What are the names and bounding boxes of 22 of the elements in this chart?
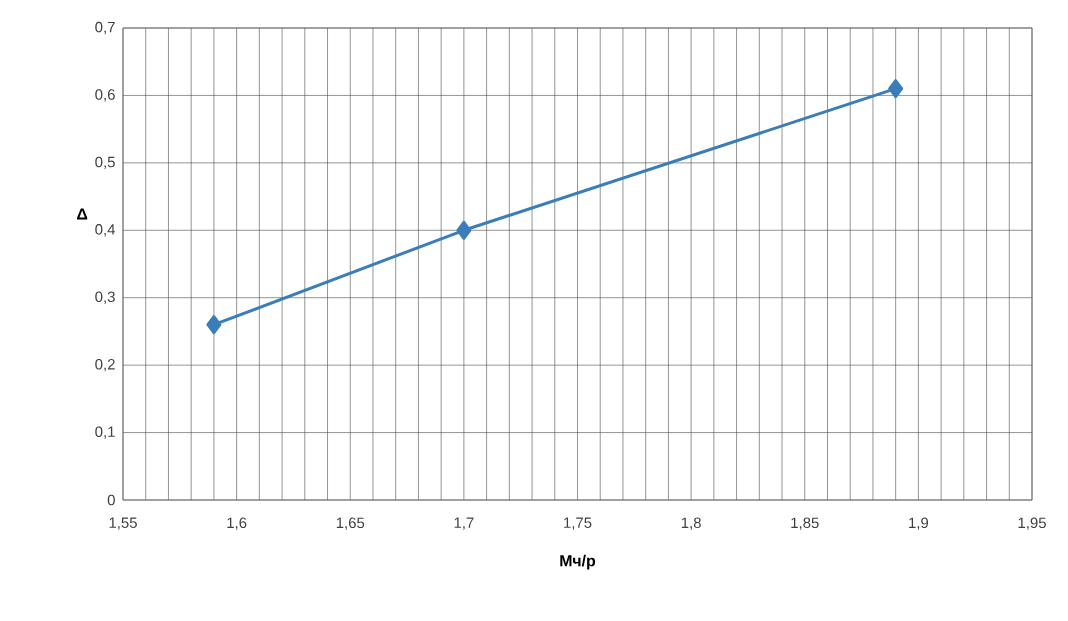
y-tick-label: 0,3 <box>95 291 115 304</box>
y-tick-label: 0,1 <box>95 426 115 439</box>
x-tick-label: 1,65 <box>336 517 365 530</box>
x-tick-label: 1,9 <box>909 517 929 530</box>
y-tick-label: 0,6 <box>95 89 115 102</box>
y-tick-label: 0,4 <box>95 224 116 237</box>
x-tick-label: 1,75 <box>564 517 592 530</box>
x-tick-label: 1,8 <box>681 517 701 530</box>
point <box>888 79 904 99</box>
y-tick-label: 0,5 <box>95 156 115 170</box>
y-tick-label: 0,2 <box>95 358 115 372</box>
x-tick-label: 1,6 <box>227 517 247 530</box>
y-tick-label: 0,7 <box>95 21 115 35</box>
point <box>456 220 472 240</box>
y-tick-label: 0 <box>107 494 115 506</box>
y-axis-title: Δ <box>77 208 88 220</box>
x-tick-label: 1,85 <box>791 517 819 530</box>
point <box>206 315 222 335</box>
x-tick-label: 1,55 <box>109 517 137 530</box>
x-tick-label: 1,95 <box>1018 517 1046 530</box>
x-axis-title: Мч/р <box>560 554 596 570</box>
x-tick-label: 1,7 <box>454 517 474 530</box>
